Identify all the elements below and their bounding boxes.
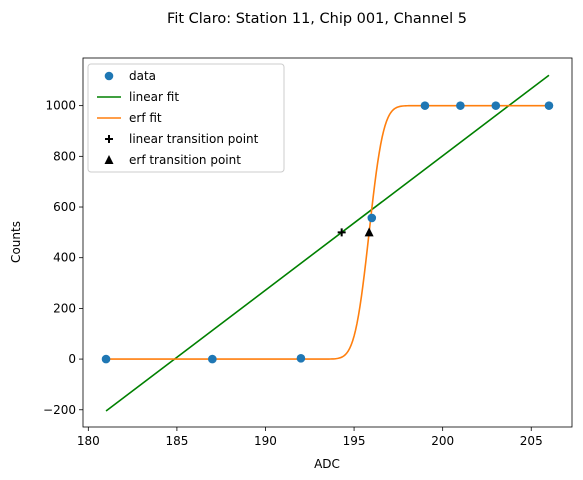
y-tick-label: 1000 [45, 99, 76, 113]
y-tick-label: 800 [53, 149, 76, 163]
axes-frame [82, 57, 573, 428]
y-tick-label: 0 [68, 352, 76, 366]
data-point [367, 213, 377, 223]
y-tick-label: 600 [53, 200, 76, 214]
y-tick-label: −200 [43, 403, 76, 417]
x-tick-label: 195 [343, 434, 366, 448]
linear-fit-line [105, 74, 550, 412]
legend-label-ltp: linear transition point [129, 132, 259, 146]
data-point [420, 101, 430, 110]
x-axis-label: ADC [314, 457, 340, 471]
x-tick-label: 180 [77, 434, 100, 448]
y-axis-label: Counts [9, 221, 23, 263]
legend-marker-ltp [105, 135, 113, 143]
y-tick-label: 400 [53, 251, 76, 265]
data-point [456, 101, 465, 110]
data-point [544, 101, 554, 110]
data-point [101, 354, 111, 364]
legend-box [87, 63, 285, 173]
data-point [296, 354, 306, 363]
data-point [208, 354, 217, 364]
y-tick-label: 200 [53, 301, 76, 315]
legend-marker-etp [104, 155, 114, 164]
x-tick-label: 200 [431, 434, 454, 448]
legend-marker-data [104, 71, 114, 81]
erf-fit-curve [106, 104, 549, 360]
legend-label-data: data [129, 69, 156, 83]
legend-label-erf: erf fit [129, 111, 162, 125]
erf-transition-point [364, 227, 374, 237]
data-point [491, 101, 501, 110]
linear-transition-point [337, 228, 346, 237]
chart-title: Fit Claro: Station 11, Chip 001, Channel… [167, 11, 467, 27]
legend-label-linear: linear fit [129, 90, 179, 104]
x-tick-label: 205 [520, 434, 543, 448]
legend-label-etp: erf transition point [129, 153, 241, 167]
x-tick-label: 185 [165, 434, 188, 448]
legend: data linear fit erf fit linear transition p… [87, 63, 285, 173]
plot-area [101, 74, 554, 412]
y-axis: −200 0 200 400 600 800 1000 [43, 99, 83, 417]
x-axis: 180 185 190 195 200 205 [77, 427, 543, 448]
x-tick-label: 190 [254, 434, 277, 448]
